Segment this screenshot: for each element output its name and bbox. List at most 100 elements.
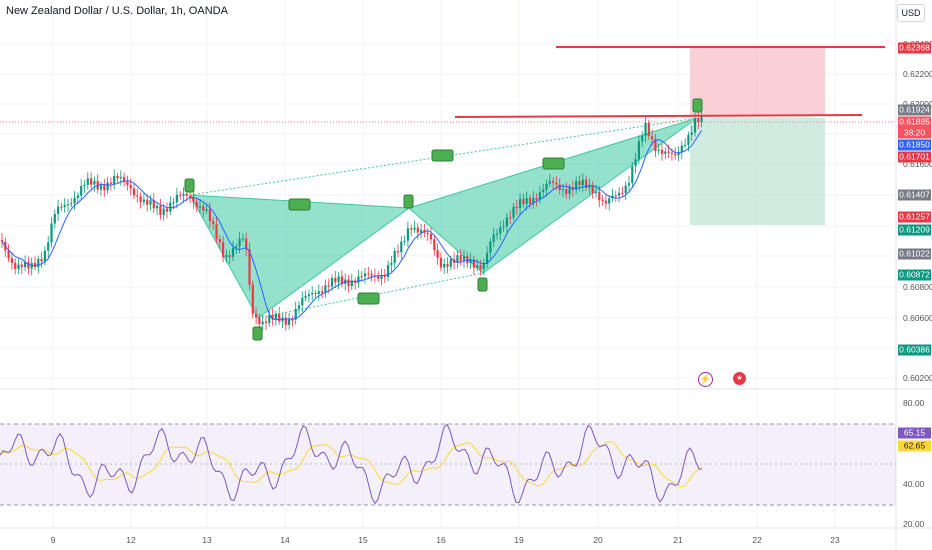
- candle-body: [330, 277, 334, 287]
- candle-body: [205, 209, 208, 211]
- time-tick: 22: [752, 535, 762, 545]
- candle-body: [660, 149, 664, 154]
- rsi-signal-label: 62.65: [898, 440, 931, 452]
- candle-body: [515, 206, 518, 208]
- currency-button[interactable]: USD: [897, 4, 925, 22]
- level-price-label: 0.61257: [898, 211, 931, 223]
- candle-body: [416, 227, 419, 233]
- candle-body: [37, 258, 40, 268]
- marker-x: [184, 178, 195, 193]
- countdown-label: 38:20: [898, 127, 931, 139]
- time-tick: 23: [830, 535, 840, 545]
- ma-price-label: 0.61850: [898, 139, 931, 151]
- symbol-title: New Zealand Dollar / U.S. Dollar, 1h, OA…: [6, 5, 228, 17]
- time-tick: 15: [358, 535, 368, 545]
- candle-body: [228, 255, 231, 258]
- rsi-tick: 80.00: [903, 398, 925, 408]
- candle-body: [182, 193, 185, 196]
- level-price-label: 0.60386: [898, 344, 931, 356]
- candle-body: [50, 223, 53, 243]
- candle-body: [198, 206, 202, 208]
- candle-body: [99, 185, 103, 190]
- candle-body: [152, 200, 155, 209]
- candle-body: [429, 233, 433, 240]
- candle-body: [637, 141, 640, 160]
- rsi-value-label: 65.15: [898, 427, 931, 439]
- candle-body: [116, 175, 119, 179]
- candle-body: [413, 227, 416, 230]
- candle-body: [456, 255, 459, 263]
- candle-body: [357, 276, 360, 283]
- candle-body: [225, 255, 228, 258]
- candle-body: [231, 247, 235, 258]
- candle-body: [545, 183, 548, 190]
- candle-body: [90, 178, 93, 185]
- take-profit-zone[interactable]: [690, 118, 825, 225]
- candle-body: [525, 198, 528, 204]
- candle-body: [14, 262, 17, 269]
- candle-body: [449, 259, 452, 267]
- candle-body: [142, 199, 145, 203]
- lightning-icon[interactable]: ⚡: [698, 372, 713, 387]
- candle-body: [393, 250, 396, 263]
- candle-body: [86, 178, 89, 185]
- candle-body: [66, 204, 70, 206]
- resistance-line[interactable]: [454, 114, 863, 118]
- candle-body: [83, 184, 86, 187]
- candle-body: [509, 217, 512, 219]
- candle-body: [624, 185, 627, 194]
- candle-body: [301, 297, 304, 306]
- candle-body: [47, 242, 50, 251]
- candle-body: [512, 206, 515, 218]
- candle-body: [575, 181, 578, 190]
- candle-body: [472, 259, 475, 268]
- pattern-markers: [184, 98, 703, 341]
- candle-body: [641, 135, 644, 142]
- candle-body: [245, 238, 248, 250]
- stop-price-label: 0.61701: [898, 151, 931, 163]
- candle-body: [585, 179, 588, 188]
- candle-body: [0, 240, 4, 242]
- candle-body: [492, 234, 495, 242]
- candle-body: [693, 118, 697, 133]
- price-tick: 0.61600: [903, 159, 932, 169]
- time-tick: 20: [593, 535, 603, 545]
- candle-body: [697, 118, 700, 123]
- candle-body: [462, 256, 466, 261]
- candle-body: [284, 317, 287, 325]
- candle-body: [680, 145, 683, 153]
- candle-body: [479, 265, 482, 270]
- candle-body: [482, 264, 485, 270]
- candle-body: [132, 188, 136, 196]
- stop-loss-zone[interactable]: [690, 47, 825, 115]
- rsi-band: [0, 424, 896, 505]
- candle-body: [139, 196, 142, 203]
- time-tick: 21: [673, 535, 683, 545]
- candle-body: [241, 238, 244, 240]
- candle-body: [17, 264, 20, 269]
- candle-body: [307, 294, 310, 297]
- candle-body: [185, 193, 188, 196]
- candle-body: [40, 258, 43, 262]
- candle-body: [189, 195, 192, 199]
- candle-body: [119, 177, 122, 179]
- candle-body: [337, 276, 340, 283]
- candle-body: [324, 285, 327, 293]
- candle-body: [684, 144, 687, 146]
- candle-body: [664, 151, 667, 154]
- candle-body: [304, 296, 307, 298]
- us-flag-icon[interactable]: ★: [733, 372, 746, 385]
- candle-body: [281, 317, 284, 322]
- candle-body: [109, 182, 112, 184]
- candle-body: [261, 321, 264, 325]
- candle-body: [159, 205, 162, 216]
- candle-body: [172, 202, 175, 204]
- candle-body: [175, 194, 178, 203]
- candle-body: [588, 185, 591, 188]
- price-tick: 0.60800: [903, 282, 932, 292]
- ratio-xb: [288, 198, 311, 211]
- candle-body: [165, 208, 169, 212]
- candle-body: [644, 122, 647, 136]
- candle-body: [363, 273, 367, 277]
